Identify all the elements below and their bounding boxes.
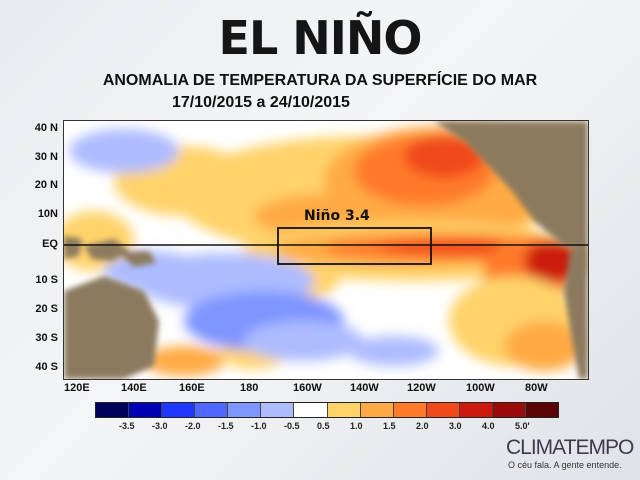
legend-label: -2.0 <box>185 421 201 431</box>
lat-label-eq: EQ <box>42 238 58 250</box>
lon-label-160e: 160E <box>179 382 205 394</box>
legend-swatch <box>393 403 427 417</box>
lon-label-180: 180 <box>240 382 259 394</box>
legend-label: -1.0 <box>251 421 267 431</box>
date-range: 17/10/2015 a 24/10/2015 <box>172 94 350 111</box>
legend-swatch <box>129 403 163 417</box>
legend-swatch <box>228 403 262 417</box>
lon-label-140w: 140W <box>350 382 379 394</box>
legend-swatch <box>459 403 493 417</box>
lon-label-120e: 120E <box>64 382 90 394</box>
lat-label-20s: 20 S <box>35 303 58 315</box>
lat-label-30n: 30 N <box>34 151 58 163</box>
map-subtitle: ANOMALIA DE TEMPERATURA DA SUPERFÍCIE DO… <box>102 72 538 89</box>
legend-swatch <box>426 403 460 417</box>
lat-label-40s: 40 S <box>35 361 58 373</box>
legend-label: 0.5 <box>317 421 330 431</box>
legend-label: -3.5 <box>119 421 135 431</box>
nino34-box <box>277 227 432 265</box>
brand-slogan: O céu fala. A gente entende. <box>508 460 622 470</box>
lon-label-120w: 120W <box>407 382 436 394</box>
lon-label-140e: 140E <box>121 382 147 394</box>
legend-swatch <box>526 403 559 417</box>
legend-label: 4.0 <box>482 421 495 431</box>
lat-label-10s: 10 S <box>35 274 58 286</box>
brand-logo: CLIMATEMPO <box>506 436 634 459</box>
legend-label: 5.0' <box>515 421 530 431</box>
legend-label: 1.5 <box>383 421 396 431</box>
legend-swatch <box>261 403 295 417</box>
legend-swatch <box>360 403 394 417</box>
anomaly-field <box>64 126 584 376</box>
page-title: EL NIÑO <box>218 11 423 65</box>
lon-label-160w: 160W <box>293 382 322 394</box>
lon-label-100w: 100W <box>466 382 495 394</box>
legend-label: 1.0 <box>350 421 363 431</box>
legend-swatch <box>492 403 527 417</box>
legend-label: -1.5 <box>218 421 234 431</box>
lat-label-10n: 10N <box>37 208 58 220</box>
nino34-label: Niño 3.4 <box>304 208 370 224</box>
legend-swatch <box>195 403 229 417</box>
sst-anomaly-map: Niño 3.4 <box>63 120 589 380</box>
legend-swatch <box>327 403 361 417</box>
legend-swatch <box>294 403 328 417</box>
legend-swatch <box>162 403 196 417</box>
legend-label: -3.0 <box>152 421 168 431</box>
color-scale-bar <box>95 402 559 418</box>
legend-label: 3.0 <box>449 421 462 431</box>
lat-label-20n: 20 N <box>34 179 58 191</box>
legend-swatch <box>96 403 130 417</box>
lat-label-40n: 40 N <box>34 122 58 134</box>
land-masses <box>64 121 588 379</box>
lon-label-80w: 80W <box>525 382 548 394</box>
lat-label-30s: 30 S <box>35 332 58 344</box>
legend-label: -0.5 <box>284 421 300 431</box>
legend-label: 2.0 <box>416 421 429 431</box>
